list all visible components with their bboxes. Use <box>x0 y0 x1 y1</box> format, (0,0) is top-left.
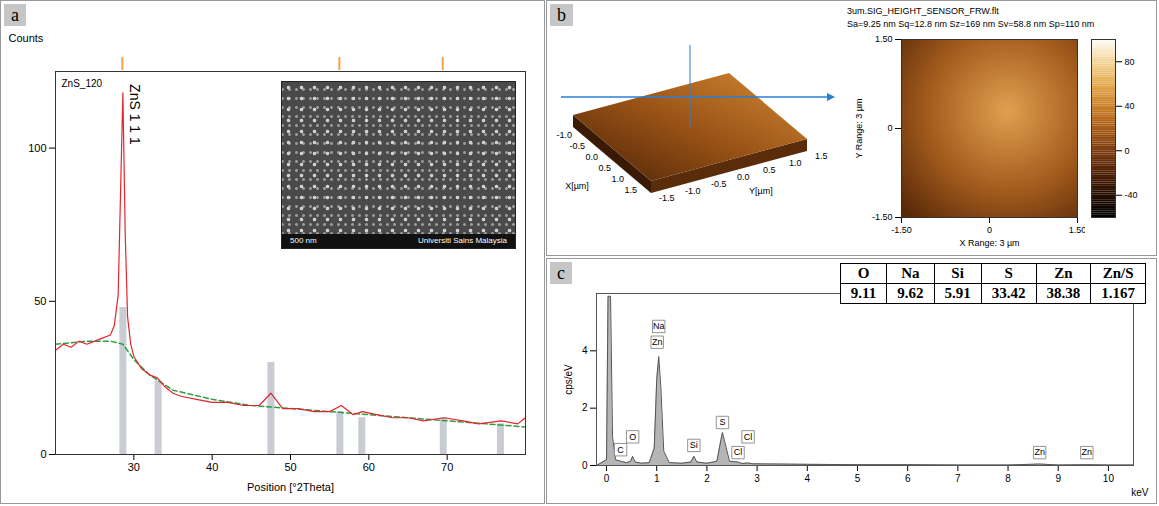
svg-text:Si: Si <box>690 440 698 450</box>
svg-text:80: 80 <box>1125 57 1135 67</box>
svg-text:40: 40 <box>1125 101 1135 111</box>
svg-text:40: 40 <box>206 461 218 473</box>
svg-text:-1.0: -1.0 <box>556 130 572 140</box>
svg-text:keV: keV <box>1131 487 1149 498</box>
svg-text:Position [°2Theta]: Position [°2Theta] <box>247 481 334 493</box>
html-text:Zn: Zn <box>1054 265 1073 281</box>
svg-text:4: 4 <box>582 345 588 356</box>
svg-text:7: 7 <box>955 473 961 484</box>
svg-text:ZnS_120: ZnS_120 <box>62 78 103 89</box>
svg-text:100: 100 <box>28 142 46 154</box>
svg-text:Cl: Cl <box>734 447 743 457</box>
svg-text:50: 50 <box>284 461 296 473</box>
svg-text:0.0: 0.0 <box>737 172 750 182</box>
html-text:500 nm: 500 nm <box>290 236 317 245</box>
html-text:38.38: 38.38 <box>1046 285 1081 301</box>
html-text:Universiti Sains Malaysia: Universiti Sains Malaysia <box>418 236 507 245</box>
svg-text:60: 60 <box>363 461 375 473</box>
html-text:c: c <box>557 263 565 283</box>
svg-text:-1.0: -1.0 <box>685 186 701 196</box>
svg-text:O: O <box>629 432 636 442</box>
svg-text:1.50: 1.50 <box>1069 225 1085 235</box>
svg-text:30: 30 <box>128 461 140 473</box>
svg-text:9: 9 <box>1055 473 1061 484</box>
svg-text:X Range: 3 µm: X Range: 3 µm <box>959 238 1019 248</box>
html-text:Zn/S: Zn/S <box>1102 265 1134 281</box>
svg-text:Na: Na <box>653 321 665 331</box>
html-text:a: a <box>11 5 19 25</box>
svg-text:0.5: 0.5 <box>763 165 776 175</box>
svg-text:Zn: Zn <box>652 337 663 347</box>
svg-text:0: 0 <box>582 460 588 471</box>
html-text:9.62: 9.62 <box>897 285 924 301</box>
svg-text:8: 8 <box>1005 473 1011 484</box>
html-text:S: S <box>1004 265 1013 281</box>
svg-text:Y Range: 3 µm: Y Range: 3 µm <box>854 98 864 158</box>
svg-text:2: 2 <box>582 402 588 413</box>
svg-text:0: 0 <box>604 473 610 484</box>
svg-text:-1.50: -1.50 <box>872 212 893 222</box>
svg-text:-0.5: -0.5 <box>569 141 585 151</box>
svg-text:0.0: 0.0 <box>585 152 598 162</box>
svg-text:1.0: 1.0 <box>611 174 624 184</box>
svg-text:-1.50: -1.50 <box>891 225 912 235</box>
svg-text:Counts: Counts <box>9 32 44 44</box>
html-text:b: b <box>557 5 566 25</box>
svg-text:S: S <box>719 417 725 427</box>
svg-text:0.5: 0.5 <box>598 163 611 173</box>
svg-text:C: C <box>617 445 624 455</box>
html-text:3um.SIG_HEIGHT_SENSOR_FRW.flt: 3um.SIG_HEIGHT_SENSOR_FRW.flt <box>847 6 999 16</box>
svg-text:0: 0 <box>987 225 992 235</box>
html-text:Sa=9.25 nm Sq=12.8 nm Sz=169 n: Sa=9.25 nm Sq=12.8 nm Sz=169 nm Sv=58.8 … <box>847 19 1095 29</box>
svg-text:0: 0 <box>40 448 46 460</box>
svg-text:Cl: Cl <box>744 432 753 442</box>
svg-text:Zn: Zn <box>1034 447 1045 457</box>
svg-text:1.0: 1.0 <box>789 158 802 168</box>
svg-text:-40: -40 <box>1125 190 1138 200</box>
html-text:Si: Si <box>951 265 964 281</box>
html-text:O: O <box>857 265 870 281</box>
html-text:1.167: 1.167 <box>1101 285 1135 301</box>
svg-text:50: 50 <box>34 295 46 307</box>
svg-text:0: 0 <box>1125 146 1130 156</box>
svg-text:X[µm]: X[µm] <box>565 181 589 191</box>
svg-text:6: 6 <box>905 473 911 484</box>
svg-text:Zn: Zn <box>1082 447 1093 457</box>
svg-text:cps/eV: cps/eV <box>563 364 574 395</box>
svg-text:Y[µm]: Y[µm] <box>749 186 773 196</box>
svg-text:4: 4 <box>805 473 811 484</box>
svg-text:1.50: 1.50 <box>875 34 893 44</box>
svg-text:5: 5 <box>855 473 861 484</box>
svg-text:2: 2 <box>704 473 710 484</box>
svg-text:70: 70 <box>441 461 453 473</box>
svg-text:1.5: 1.5 <box>624 185 637 195</box>
svg-text:ZnS 1 1 1: ZnS 1 1 1 <box>127 84 143 145</box>
svg-text:10: 10 <box>1103 473 1115 484</box>
html-text:Na: Na <box>901 265 920 281</box>
svg-text:-1.5: -1.5 <box>659 193 675 203</box>
svg-text:1: 1 <box>654 473 660 484</box>
svg-text:1.5: 1.5 <box>815 151 828 161</box>
html-text:33.42: 33.42 <box>991 285 1026 301</box>
svg-text:3: 3 <box>754 473 760 484</box>
svg-text:-0.5: -0.5 <box>711 179 727 189</box>
html-text:5.91: 5.91 <box>944 285 971 301</box>
svg-text:0: 0 <box>887 123 892 133</box>
html-text:9.11: 9.11 <box>850 285 877 301</box>
